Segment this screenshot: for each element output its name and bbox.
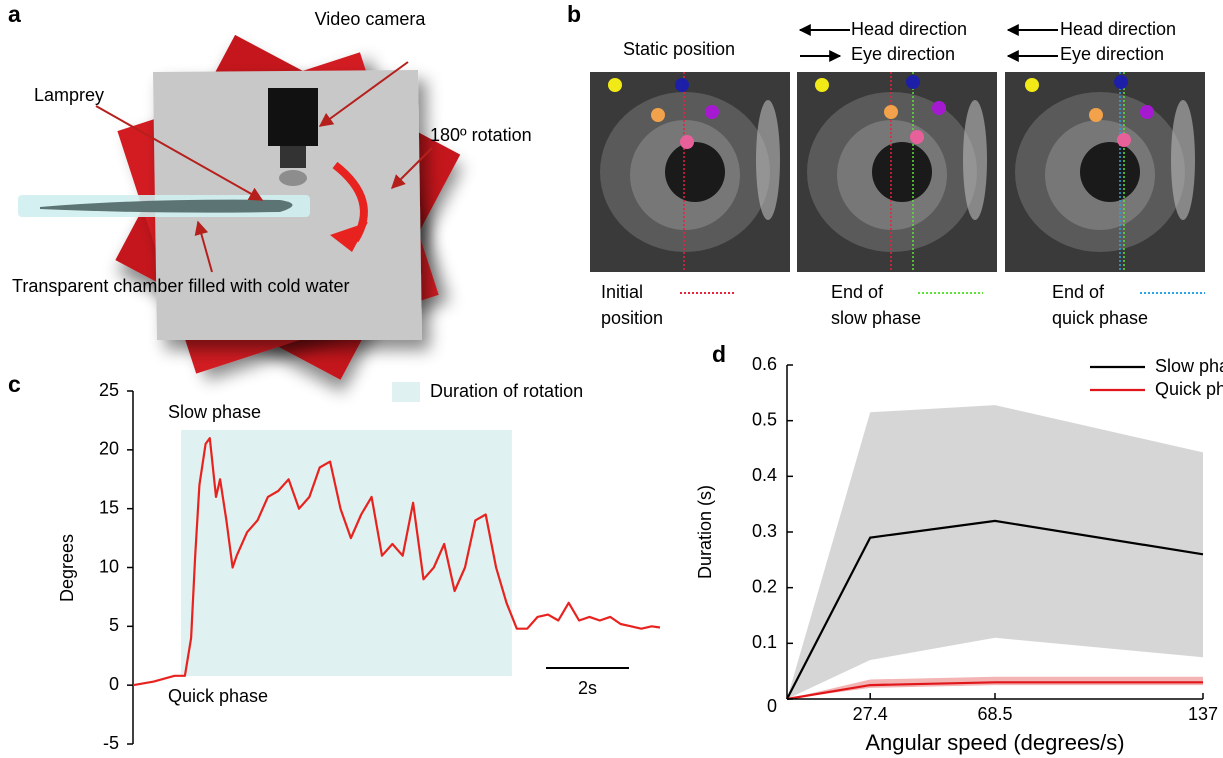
header: Eye direction <box>851 44 955 64</box>
y-tick-label: 5 <box>109 615 119 635</box>
x-tick-label: 137 <box>1188 704 1218 724</box>
rotation-arrowhead <box>330 222 368 252</box>
data-line <box>132 437 661 687</box>
y-tick-label: 15 <box>99 497 119 517</box>
y-axis-label: Degrees <box>57 534 77 602</box>
header: Head direction <box>851 19 967 39</box>
y-tick-label: 0.5 <box>752 409 777 429</box>
landmark <box>608 78 622 92</box>
header: Head direction <box>1060 19 1176 39</box>
panel-a: a Video camera Lamprey 180º rotation Tra… <box>8 1 532 380</box>
legend-label: Quick phase <box>1155 379 1223 399</box>
error-band <box>787 405 1203 699</box>
landmark <box>932 101 946 115</box>
landmark <box>675 78 689 92</box>
annotation: Transparent chamber filled with cold wat… <box>12 276 349 296</box>
pointer <box>194 220 213 273</box>
landmark <box>1089 108 1103 122</box>
landmark <box>910 130 924 144</box>
annotation: Video camera <box>315 9 427 29</box>
camera <box>268 88 318 146</box>
y-tick-label: 20 <box>99 439 119 459</box>
landmark <box>1117 133 1131 147</box>
eye-pupil <box>1080 142 1140 202</box>
panel-c: c Degrees Slow phase Quick phase Duratio… <box>8 371 661 753</box>
y-tick-label: 10 <box>99 556 119 576</box>
eye-glint <box>1171 100 1195 220</box>
legend-label: Slow phase <box>1155 356 1223 376</box>
y-tick-label: 0 <box>109 674 119 694</box>
landmark <box>1114 75 1128 89</box>
panel-b: b Static position Head direction Eye dir… <box>567 1 1205 328</box>
data-line <box>786 519 1204 700</box>
y-axis-label: Duration (s) <box>695 485 715 579</box>
pointer <box>391 147 433 189</box>
y-tick-label: 25 <box>99 380 119 400</box>
panel-label: d <box>712 341 726 367</box>
legend-label: End of <box>1052 282 1105 302</box>
y-tick-label: -5 <box>103 733 119 753</box>
y-tick-label: 0.2 <box>752 576 777 596</box>
panel-label: b <box>567 1 581 27</box>
annotation: Slow phase <box>168 402 261 422</box>
landmark <box>906 75 920 89</box>
y-tick-label: 0.1 <box>752 632 777 652</box>
header: Eye direction <box>1060 44 1164 64</box>
pointer <box>318 61 409 127</box>
header: Static position <box>623 39 735 59</box>
camera-lens <box>280 146 306 168</box>
panel-label: a <box>8 1 21 27</box>
annotation: Quick phase <box>168 686 268 706</box>
landmark <box>884 105 898 119</box>
landmark <box>1140 105 1154 119</box>
legend-swatch <box>392 382 420 402</box>
landmark <box>815 78 829 92</box>
landmark <box>651 108 665 122</box>
legend-label: slow phase <box>831 308 921 328</box>
panel-label: c <box>8 371 21 397</box>
landmark <box>680 135 694 149</box>
x-tick-label: 27.4 <box>853 704 888 724</box>
legend-label: quick phase <box>1052 308 1148 328</box>
y-tick-label: 0.4 <box>752 465 777 485</box>
eye-pupil <box>872 142 932 202</box>
highlight-span <box>181 430 512 676</box>
eye-pupil <box>665 142 725 202</box>
annotation: 180º rotation <box>430 125 532 145</box>
landmark <box>1025 78 1039 92</box>
legend-label: Initial <box>601 282 643 302</box>
pointer <box>95 105 264 201</box>
y-tick-label: 0.6 <box>752 354 777 374</box>
eye-glint <box>756 100 780 220</box>
panel-d: d Duration (s) Angular speed (degrees/s)… <box>695 341 1223 755</box>
legend-label: Duration of rotation <box>430 381 583 401</box>
scale-bar-label: 2s <box>578 678 597 698</box>
landmark <box>705 105 719 119</box>
legend-label: End of <box>831 282 884 302</box>
y-tick-label: 0 <box>767 696 777 716</box>
legend-label: position <box>601 308 663 328</box>
x-tick-label: 68.5 <box>977 704 1012 724</box>
eye-glint <box>963 100 987 220</box>
y-tick-label: 0.3 <box>752 521 777 541</box>
data-line <box>786 681 1203 701</box>
lens-shadow <box>279 170 307 186</box>
annotation: Lamprey <box>34 85 104 105</box>
lamprey <box>40 199 293 213</box>
x-axis-label: Angular speed (degrees/s) <box>865 730 1124 755</box>
